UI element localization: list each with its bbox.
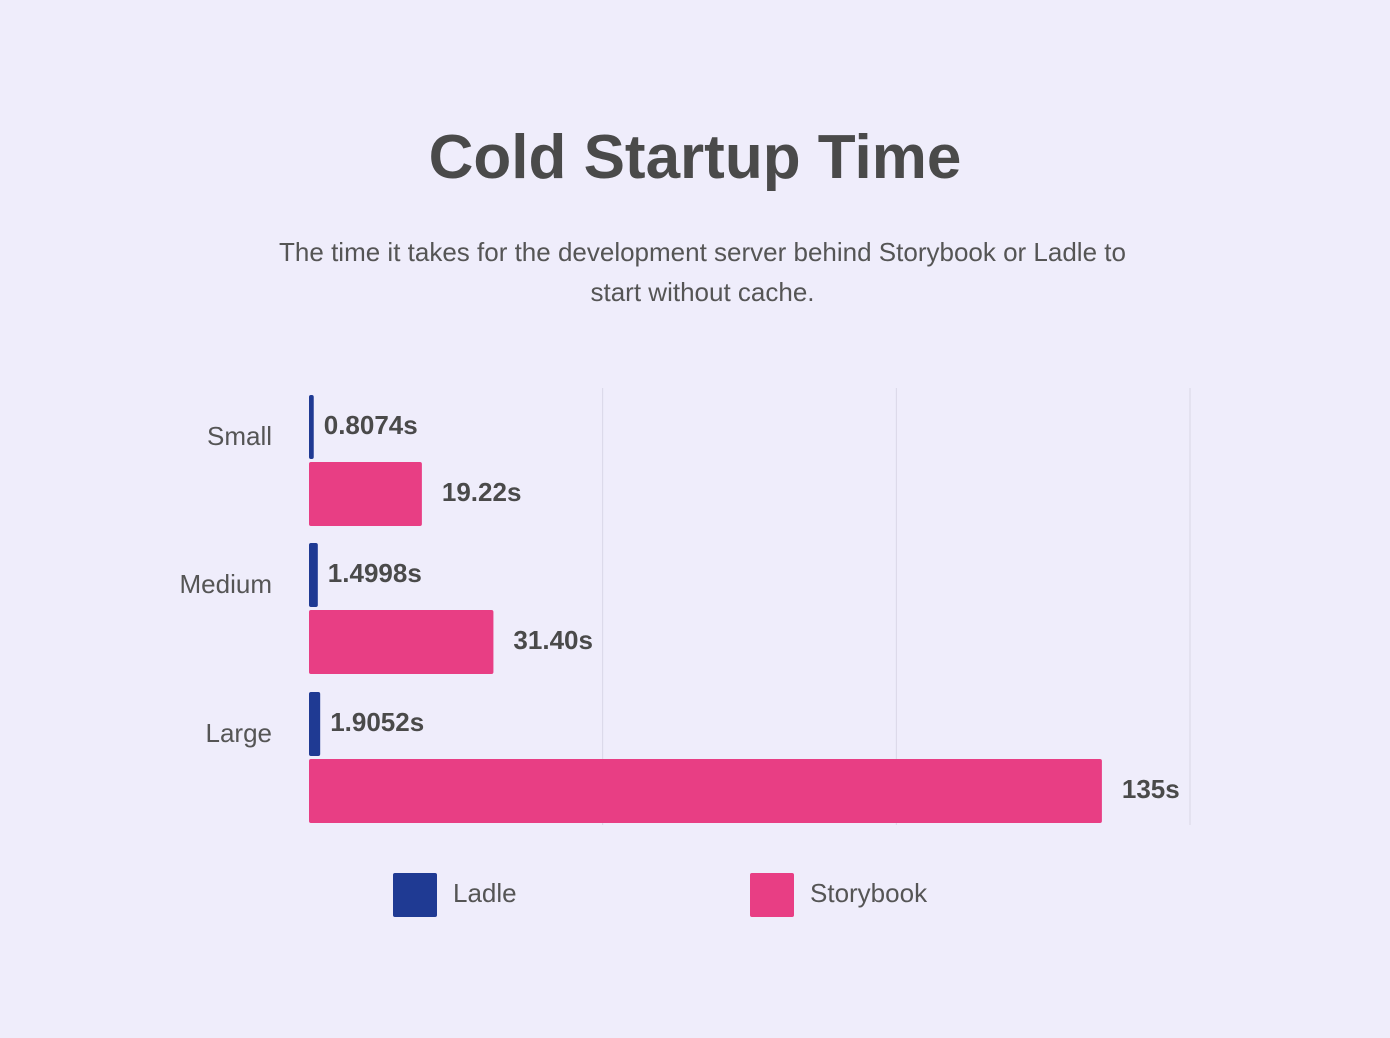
legend-label: Storybook bbox=[810, 878, 928, 908]
bar bbox=[309, 610, 494, 674]
value-label: 135s bbox=[1122, 774, 1180, 804]
chart-subtitle: The time it takes for the development se… bbox=[279, 237, 1126, 307]
bar bbox=[309, 759, 1102, 823]
value-label: 19.22s bbox=[442, 477, 522, 507]
y-tick-label: Medium bbox=[180, 569, 272, 599]
bar bbox=[309, 543, 318, 607]
bar bbox=[309, 395, 314, 459]
legend-label: Ladle bbox=[453, 878, 517, 908]
y-tick-label: Large bbox=[206, 718, 273, 748]
value-label: 1.9052s bbox=[330, 707, 424, 737]
bar bbox=[309, 692, 321, 756]
legend-swatch bbox=[393, 873, 437, 917]
value-label: 1.4998s bbox=[328, 558, 422, 588]
legend-swatch bbox=[750, 873, 794, 917]
bar bbox=[309, 462, 422, 526]
value-label: 0.8074s bbox=[324, 410, 418, 440]
chart-title: Cold Startup Time bbox=[428, 123, 962, 192]
value-label: 31.40s bbox=[513, 625, 593, 655]
y-tick-label: Small bbox=[207, 421, 272, 451]
